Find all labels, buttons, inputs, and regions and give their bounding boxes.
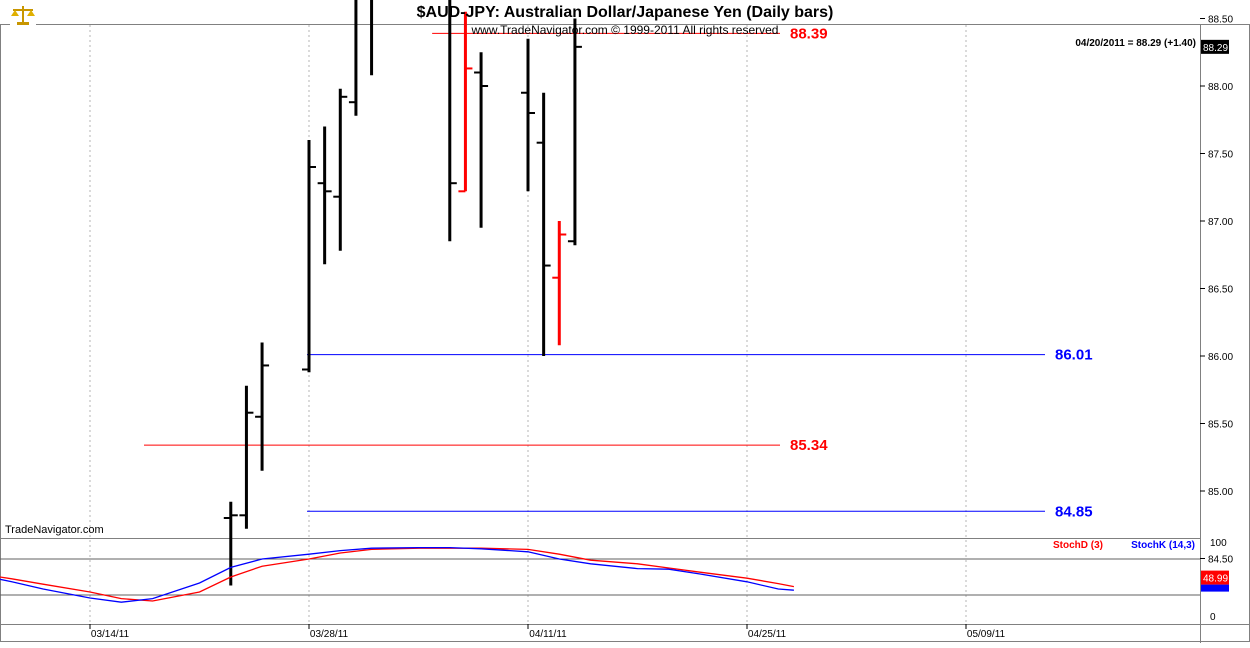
y-tick-label: 87.50: [1208, 150, 1233, 161]
y-tick-label: 86.00: [1208, 352, 1233, 363]
ohlc-bar: [255, 342, 270, 471]
stoch-tick-label: 0: [1210, 612, 1216, 623]
x-tick-label: 03/14/11: [91, 629, 130, 640]
ohlc-bar: [223, 501, 238, 586]
level-label: 88.39: [790, 25, 828, 42]
stoch-value-tag: [1201, 570, 1229, 585]
y-tick-label: 86.50: [1208, 285, 1233, 296]
scales-logo-icon: [10, 4, 36, 26]
ohlc-bar: [567, 18, 582, 246]
last-price-tag: [1201, 39, 1229, 54]
chart-title: $AUD-JPY: Australian Dollar/Japanese Yen…: [417, 4, 834, 21]
stoch-value-label: 48.99: [1203, 574, 1228, 585]
stoch-tick-label: 100: [1210, 538, 1227, 549]
legend-stochk: StochK (14,3): [1131, 540, 1195, 551]
level-label: 86.01: [1055, 347, 1093, 364]
series-line-stochk: [0, 546, 794, 603]
y-tick-label: 84.50: [1208, 555, 1233, 566]
stochastic-panel: [0, 546, 795, 603]
ohlc-bar: [370, 0, 374, 76]
ohlc-bar: [521, 38, 535, 192]
ohlc-bar: [317, 126, 332, 265]
last-price-label: 88.29: [1203, 43, 1228, 54]
grid-lines: [0, 25, 1200, 624]
ohlc-bar: [552, 221, 567, 346]
price-bars: [223, 0, 582, 586]
price-levels: 91.0590.7590.4790.0289.5988.9988.3986.01…: [144, 25, 1093, 520]
y-tick-label: 85.50: [1208, 420, 1233, 431]
y-tick-label: 88.00: [1208, 82, 1233, 93]
last-quote: 04/20/2011 = 88.29 (+1.40): [1075, 38, 1196, 49]
y-tick-label: 88.50: [1208, 15, 1233, 26]
date-axis: 03/14/11 03/28/11 04/11/11 04/25/11 05/09/11: [89, 624, 1006, 640]
ohlc-bar: [333, 88, 348, 251]
x-tick-label: 03/28/11: [310, 629, 349, 640]
ohlc-bar: [474, 52, 489, 228]
ohlc-bar: [536, 92, 551, 356]
price-axis: 84.50 85.00 85.50 86.00 86.50 87.00 87.50 88.00…: [1200, 15, 1233, 623]
ohlc-bar: [458, 11, 473, 193]
y-tick-label: 85.00: [1208, 487, 1233, 498]
level-label: 84.85: [1055, 503, 1093, 520]
copyright-text: www.TradeNavigator.com © 1999-2011 All r…: [471, 23, 779, 37]
ohlc-bar: [302, 140, 316, 373]
y-tick-label: 87.00: [1208, 217, 1233, 228]
level-label: 85.34: [790, 437, 828, 454]
x-tick-label: 05/09/11: [967, 629, 1006, 640]
x-tick-label: 04/11/11: [529, 629, 567, 640]
ohlc-bar: [239, 385, 254, 529]
legend-stochd: StochD (3): [1053, 540, 1103, 551]
x-tick-label: 04/25/11: [748, 629, 787, 640]
series-line-stochd: [0, 547, 795, 602]
ohlc-bar: [348, 0, 358, 116]
ohlc-bar: [448, 0, 457, 242]
brand-text: TradeNavigator.com: [5, 524, 104, 536]
stochk-value-tag: [1201, 584, 1229, 592]
